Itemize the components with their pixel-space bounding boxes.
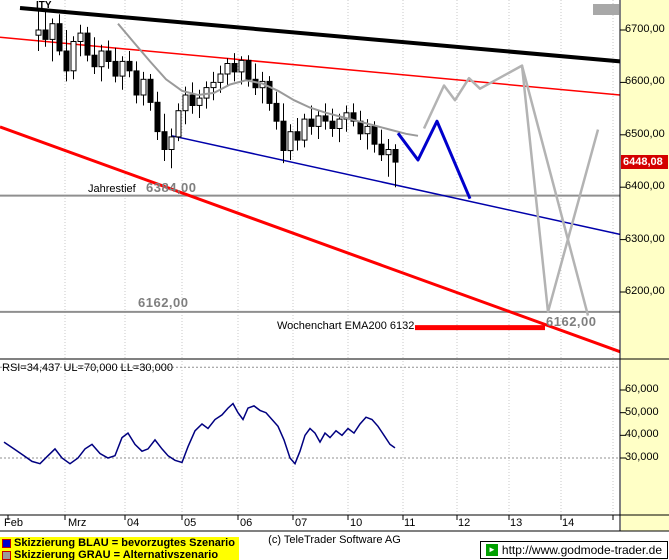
time-axis[interactable]: Feb Mrz 04 05 06 07 10 11 12 13 14 <box>0 517 620 531</box>
level-6384-label: 6384,00 <box>146 180 197 195</box>
time-axis-label: 04 <box>127 517 140 529</box>
rsi-axis-label: 30,000 <box>625 451 659 463</box>
price-axis-label: 6500,00 <box>625 127 665 140</box>
rsi-axis-label: 60,000 <box>625 383 659 395</box>
price-axis-label: 6600,00 <box>625 75 665 88</box>
legend-row-blue: Skizzierung BLAU = bevorzugtes Szenario <box>2 538 235 549</box>
time-axis-label: Feb <box>4 517 23 529</box>
price-axis[interactable]: 6700,00 6600,00 6500,00 6400,00 6300,00 6200,… <box>625 0 669 531</box>
copyright-text: (c) TeleTrader Software AG <box>268 534 401 546</box>
legend-gray-text: Skizzierung GRAU = Alternativszenario <box>14 549 219 560</box>
rsi-axis-label: 50,000 <box>625 405 659 418</box>
level-6162-right-label: 6162,00 <box>546 314 597 329</box>
gray-marker <box>593 4 619 15</box>
rsi-axis-label: 40,000 <box>625 428 659 441</box>
price-axis-label: 6700,00 <box>625 23 665 35</box>
rsi-header: RSI=34,437 UL=70,000 LL=30,000 <box>2 362 173 374</box>
price-axis-label: 6300,00 <box>625 232 665 245</box>
time-axis-label: Mrz <box>68 517 87 529</box>
time-axis-label: 11 <box>404 517 416 529</box>
time-axis-label: 14 <box>562 517 575 529</box>
rsi-axis[interactable]: 60,000 50,000 40,000 30,000 <box>625 0 669 531</box>
blue-scenario-swatch-icon <box>2 539 11 548</box>
time-axis-label: 05 <box>184 517 197 529</box>
legend-row-gray: Skizzierung GRAU = Alternativszenario <box>2 550 235 560</box>
current-price-badge: 6448,08 <box>621 155 668 169</box>
time-axis-label: 10 <box>350 517 363 529</box>
price-axis-background[interactable] <box>621 0 669 531</box>
legend-blue-text: Skizzierung BLAU = bevorzugtes Szenario <box>14 537 235 549</box>
godmode-logo-icon: ► <box>485 544 498 556</box>
instrument-label: ITY <box>36 0 52 11</box>
time-axis-label: 06 <box>240 517 253 529</box>
level-6162-left-label: 6162,00 <box>138 295 189 310</box>
scenario-legend: Skizzierung BLAU = bevorzugtes Szenario … <box>0 537 239 560</box>
time-axis-label: 12 <box>458 517 471 529</box>
time-axis-label: 07 <box>295 517 308 529</box>
jahrestief-label: Jahrestief <box>88 183 136 195</box>
price-axis-label: 6400,00 <box>625 180 665 193</box>
time-axis-label: 13 <box>510 517 523 529</box>
godmode-trader-link[interactable]: ► http://www.godmode-trader.de <box>479 541 668 559</box>
ema200-label: Wochenchart EMA200 6132 <box>277 320 415 332</box>
gray-scenario-swatch-icon <box>2 551 11 560</box>
godmode-url-text: http://www.godmode-trader.de <box>501 543 662 557</box>
price-axis-label: 6200,00 <box>625 285 665 297</box>
